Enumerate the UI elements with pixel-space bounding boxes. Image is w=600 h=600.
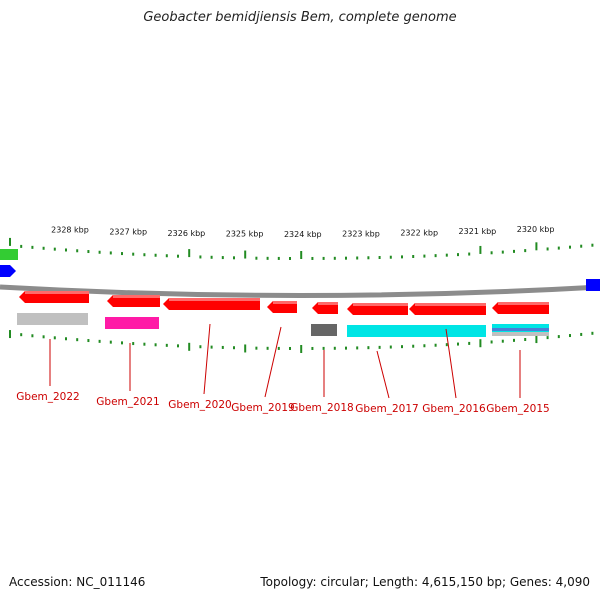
- scale-label: 2322 kbp: [400, 229, 438, 238]
- scale-label: 2323 kbp: [342, 230, 380, 239]
- gene-leader-line: [376, 350, 390, 399]
- topology-text: Topology: circular; Length: 4,615,150 bp…: [260, 575, 590, 589]
- gene-label-track: Gbem_2022 Gbem_2021 Gbem_2020 Gbem_2019Gbem…: [16, 391, 549, 415]
- gene-label: Gbem_2018: [290, 402, 353, 414]
- gene-arrow-highlight: [169, 298, 260, 301]
- edge-feature-green: [0, 249, 18, 260]
- accession-text: Accession: NC_011146: [9, 575, 146, 589]
- gene-arrow-highlight: [113, 295, 160, 298]
- gene-arrow-highlight: [25, 291, 89, 294]
- gene-label-leaders: [49, 323, 521, 399]
- gene-secondary-feature: [105, 317, 159, 329]
- gene-secondary-feature: [311, 324, 337, 336]
- gene-secondary-stripe: [492, 328, 549, 331]
- gene-secondary-stripe: [492, 332, 549, 336]
- gene-label: Gbem_2015: [486, 403, 549, 415]
- gene-label: Gbem_2021: [96, 396, 159, 408]
- gene-secondary-track: [17, 313, 549, 337]
- gene-arrow-highlight: [353, 303, 408, 306]
- gene-label: Gbem_2020: [168, 399, 231, 411]
- gene-leader-line: [264, 326, 282, 398]
- scale-label: 2325 kbp: [226, 230, 264, 239]
- gene-label: Gbem_2022: [16, 391, 79, 403]
- gene-arrow-highlight: [273, 301, 297, 304]
- gene-arrow-highlight: [318, 302, 338, 305]
- gene-label: Gbem_2016: [422, 403, 486, 415]
- scale-label: 2320 kbp: [517, 225, 555, 234]
- scale-label: 2326 kbp: [168, 229, 206, 238]
- bottom-tick-track: [9, 330, 594, 353]
- scale-label: 2321 kbp: [459, 227, 497, 236]
- scale-label-track: 2328 kbp 2327 kbp 2326 kbp 2325 kbp 2324 kbp…: [51, 225, 554, 239]
- gene-label: Gbem_2017: [355, 403, 418, 415]
- gene-secondary-feature: [347, 325, 486, 337]
- gene-leader-line: [445, 328, 457, 399]
- gene-arrow-track: [19, 291, 549, 315]
- top-tick-track: [9, 237, 594, 260]
- gene-secondary-feature: [17, 313, 88, 325]
- scale-label: 2324 kbp: [284, 230, 322, 239]
- genome-backbone: [0, 284, 600, 298]
- scale-label: 2327 kbp: [109, 227, 147, 236]
- gene-label: Gbem_2019: [231, 402, 294, 414]
- edge-feature-blue: [0, 265, 16, 277]
- gene-leader-line: [203, 323, 211, 395]
- edge-features: [0, 249, 600, 291]
- scale-label: 2328 kbp: [51, 225, 89, 234]
- gene-arrow-highlight: [415, 303, 486, 306]
- gene-arrow-highlight: [498, 302, 549, 305]
- edge-feature-blue-right: [586, 279, 600, 291]
- figure-title: Geobacter bemidjiensis Bem, complete gen…: [143, 10, 457, 25]
